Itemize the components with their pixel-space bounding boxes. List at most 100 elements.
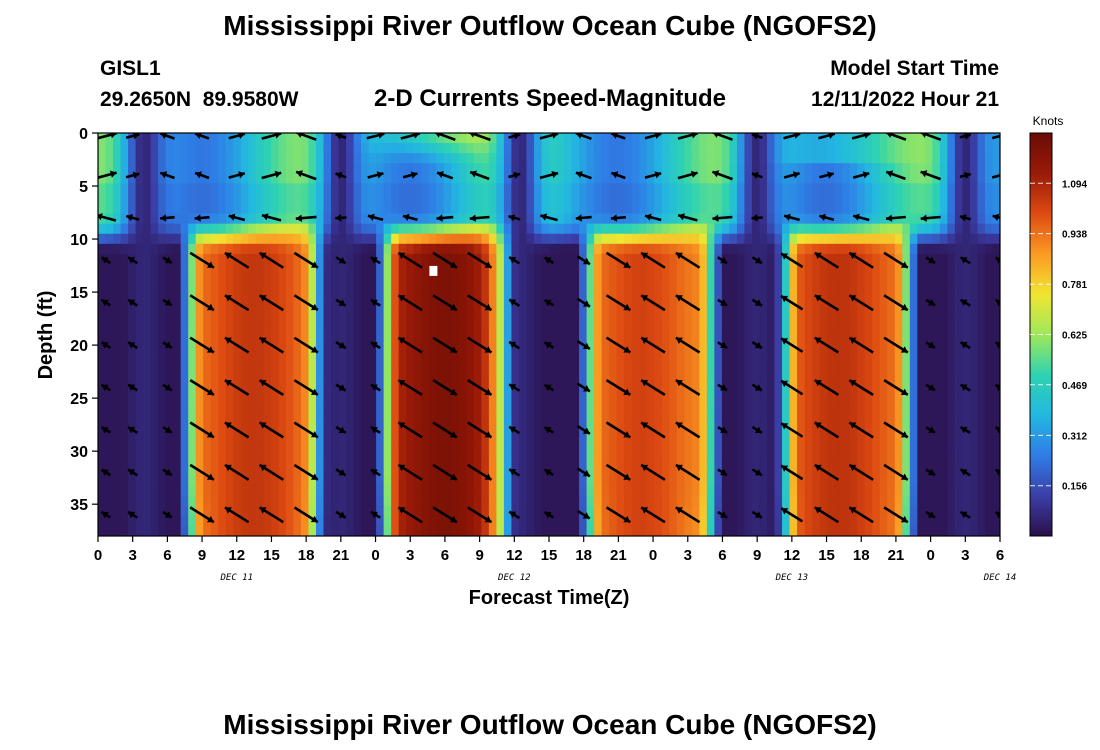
heatmap-cell bbox=[879, 284, 888, 295]
heatmap-cell bbox=[909, 213, 918, 225]
heatmap-cell bbox=[443, 183, 452, 195]
heatmap-cell bbox=[218, 334, 227, 346]
heatmap-cell bbox=[857, 133, 866, 144]
heatmap-cell bbox=[466, 505, 475, 517]
heatmap-cell bbox=[774, 455, 783, 467]
heatmap-cell bbox=[368, 173, 377, 184]
heatmap-cell bbox=[842, 455, 851, 467]
heatmap-cell bbox=[210, 364, 219, 376]
heatmap-cell bbox=[616, 445, 625, 456]
heatmap-cell bbox=[308, 364, 317, 376]
heatmap-cell bbox=[827, 485, 836, 497]
heatmap-cell bbox=[541, 173, 550, 184]
heatmap-cell bbox=[594, 394, 603, 406]
heatmap-cell bbox=[143, 465, 152, 477]
heatmap-cell bbox=[849, 143, 858, 154]
heatmap-cell bbox=[917, 284, 926, 295]
heatmap-cell bbox=[98, 143, 107, 154]
heatmap-cell bbox=[917, 415, 926, 426]
heatmap-cell bbox=[872, 183, 881, 195]
heatmap-cell bbox=[203, 435, 212, 446]
heatmap-cell bbox=[473, 133, 482, 144]
heatmap-cell bbox=[346, 455, 355, 467]
heatmap-cell bbox=[917, 193, 926, 205]
heatmap-cell bbox=[165, 485, 174, 497]
heatmap-cell bbox=[751, 475, 761, 487]
heatmap-cell bbox=[331, 425, 340, 436]
heatmap-cell bbox=[210, 253, 219, 265]
heatmap-cell bbox=[759, 324, 768, 336]
heatmap-cell bbox=[120, 133, 129, 144]
heatmap-cell bbox=[188, 394, 197, 406]
heatmap-cell bbox=[909, 364, 918, 376]
heatmap-cell bbox=[128, 455, 137, 467]
heatmap-cell bbox=[270, 374, 279, 386]
heatmap-cell bbox=[857, 525, 866, 536]
heatmap-cell bbox=[331, 364, 340, 376]
heatmap-cell bbox=[421, 274, 430, 285]
heatmap-cell bbox=[533, 243, 543, 255]
heatmap-cell bbox=[699, 415, 708, 426]
heatmap-cell bbox=[391, 203, 400, 215]
heatmap-cell bbox=[819, 435, 828, 446]
heatmap-cell bbox=[210, 384, 219, 396]
heatmap-cell bbox=[526, 183, 535, 195]
heatmap-cell bbox=[413, 364, 422, 376]
heatmap-cell bbox=[609, 435, 618, 446]
heatmap-cell bbox=[158, 364, 167, 376]
heatmap-cell bbox=[729, 435, 738, 446]
heatmap-cell bbox=[766, 525, 776, 536]
heatmap-cell bbox=[526, 364, 535, 376]
heatmap-cell bbox=[331, 314, 340, 326]
heatmap-cell bbox=[128, 304, 137, 315]
heatmap-cell bbox=[947, 243, 956, 255]
heatmap-cell bbox=[954, 435, 964, 446]
heatmap-cell bbox=[526, 425, 535, 436]
heatmap-cell bbox=[857, 243, 866, 255]
heatmap-cell bbox=[594, 324, 603, 336]
heatmap-cell bbox=[699, 394, 708, 406]
heatmap-cell bbox=[150, 263, 159, 275]
heatmap-cell bbox=[721, 284, 730, 295]
heatmap-cell bbox=[586, 274, 595, 285]
heatmap-cell bbox=[684, 193, 693, 205]
heatmap-cell bbox=[233, 525, 242, 536]
heatmap-cell bbox=[458, 324, 467, 336]
heatmap-cell bbox=[646, 384, 655, 396]
heatmap-cell bbox=[646, 314, 655, 326]
heatmap-cell bbox=[549, 364, 558, 376]
heatmap-cell bbox=[225, 203, 234, 215]
heatmap-cell bbox=[533, 374, 543, 386]
heatmap-cell bbox=[98, 203, 107, 215]
heatmap-cell bbox=[819, 304, 828, 315]
heatmap-cell bbox=[323, 133, 332, 144]
heatmap-cell bbox=[368, 364, 377, 376]
heatmap-cell bbox=[225, 384, 234, 396]
heatmap-cell bbox=[481, 334, 490, 346]
heatmap-cell bbox=[406, 445, 415, 456]
heatmap-cell bbox=[797, 465, 806, 477]
heatmap-cell bbox=[947, 374, 956, 386]
heatmap-cell bbox=[812, 364, 821, 376]
heatmap-cell bbox=[128, 485, 137, 497]
heatmap-cell bbox=[293, 274, 302, 285]
heatmap-cell bbox=[969, 153, 979, 164]
heatmap-cell bbox=[413, 274, 422, 285]
heatmap-cell bbox=[526, 304, 535, 315]
heatmap-cell bbox=[646, 455, 655, 467]
heatmap-cell bbox=[601, 344, 610, 356]
heatmap-cell bbox=[376, 435, 385, 446]
heatmap-cell bbox=[834, 455, 843, 467]
heatmap-cell bbox=[939, 364, 948, 376]
heatmap-cell bbox=[413, 133, 422, 144]
heatmap-cell bbox=[406, 344, 415, 356]
heatmap-cell bbox=[143, 455, 152, 467]
heatmap-cell bbox=[684, 445, 693, 456]
heatmap-cell bbox=[180, 253, 189, 265]
heatmap-cell bbox=[165, 183, 174, 195]
heatmap-cell bbox=[541, 233, 550, 245]
heatmap-cell bbox=[511, 193, 520, 205]
heatmap-cell bbox=[210, 294, 219, 305]
heatmap-cell bbox=[729, 183, 738, 195]
heatmap-cell bbox=[609, 183, 618, 195]
